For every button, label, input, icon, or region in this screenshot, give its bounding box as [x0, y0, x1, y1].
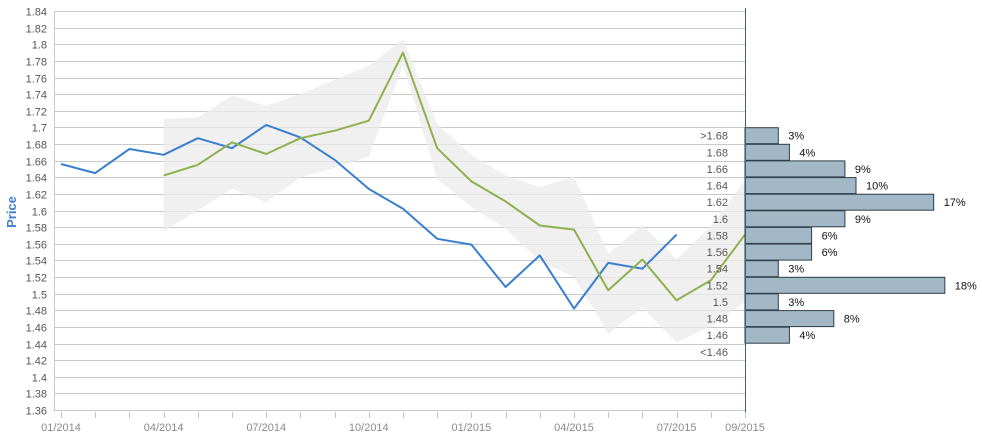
y-tick-label: 1.42 — [26, 356, 47, 368]
x-tick-label: 10/2014 — [349, 422, 389, 434]
y-tick-label: 1.6 — [32, 207, 47, 219]
x-tick-label: 07/2014 — [246, 422, 286, 434]
forecast-series-line — [163, 51, 746, 302]
axes — [54, 8, 746, 414]
histogram-bar — [744, 193, 935, 211]
y-tick-label: 1.8 — [32, 40, 47, 52]
y-tick-label: 1.62 — [26, 190, 47, 202]
histogram-bar — [744, 310, 835, 328]
y-tick-label: 1.64 — [26, 173, 47, 185]
histogram-bin-label: 1.5 — [713, 297, 728, 309]
y-tick-label: 1.7 — [32, 123, 47, 135]
y-tick-label: 1.82 — [26, 24, 47, 36]
histogram-bar — [744, 143, 790, 161]
y-tick-label: 1.56 — [26, 240, 47, 252]
histogram-percent-label: 6% — [822, 230, 838, 242]
histogram-percent-label: 18% — [955, 280, 977, 292]
y-tick-label: 1.76 — [26, 74, 47, 86]
histogram-bin-label: 1.68 — [707, 147, 728, 159]
y-tick-label: 1.68 — [26, 140, 47, 152]
histogram-bar — [744, 276, 946, 294]
histogram-percent-label: 17% — [944, 197, 966, 209]
histogram-percent-label: 3% — [788, 131, 804, 143]
histogram-percent-label: 9% — [855, 164, 871, 176]
histogram-percent-label: 4% — [799, 147, 815, 159]
x-tick-label: 01/2015 — [452, 422, 492, 434]
series-lines — [60, 51, 746, 310]
histogram-bin-label: 1.56 — [707, 247, 728, 259]
actual-series-line — [60, 123, 678, 310]
histogram-bin-label: 1.62 — [707, 197, 728, 209]
histogram-bin-label: 1.52 — [707, 280, 728, 292]
histogram-bar — [744, 260, 779, 278]
x-tick-label: 07/2015 — [657, 422, 697, 434]
x-tick-label: 09/2015 — [725, 422, 765, 434]
y-tick-label: 1.58 — [26, 223, 47, 235]
forecast-band — [163, 39, 746, 343]
histogram-bin-label: 1.58 — [707, 230, 728, 242]
histogram: >1.68 3% 1.68 4% 1.66 9% 1.64 10% 1.62 17% 1.6 9% 1.… — [700, 127, 977, 359]
histogram-percent-label: 3% — [788, 297, 804, 309]
y-tick-label: 1.5 — [32, 290, 47, 302]
histogram-bin-label: 1.46 — [707, 330, 728, 342]
histogram-bar — [744, 243, 813, 261]
histogram-bin-label: 1.64 — [707, 181, 728, 193]
histogram-bin-label: <1.46 — [700, 347, 728, 359]
y-tick-label: 1.84 — [26, 7, 47, 19]
histogram-percent-label: 10% — [866, 181, 888, 193]
histogram-percent-label: 3% — [788, 264, 804, 276]
y-tick-label: 1.48 — [26, 306, 47, 318]
histogram-bar — [744, 293, 779, 311]
x-tick-label: 04/2015 — [554, 422, 594, 434]
y-tick-label: 1.74 — [26, 90, 47, 102]
histogram-bar — [744, 326, 790, 344]
histogram-bar — [744, 210, 846, 228]
histogram-percent-label: 6% — [822, 247, 838, 259]
y-axis-label: Price — [4, 196, 19, 228]
histogram-percent-label: 8% — [844, 314, 860, 326]
y-tick-label: 1.46 — [26, 323, 47, 335]
x-axis-ticks: 01/2014 04/2014 07/2014 10/2014 01/2015 04/20… — [41, 412, 765, 434]
y-tick-label: 1.78 — [26, 57, 47, 69]
histogram-bar — [744, 160, 846, 178]
y-tick-label: 1.52 — [26, 273, 47, 285]
histogram-bin-label: 1.66 — [707, 164, 728, 176]
histogram-percent-label: 9% — [855, 214, 871, 226]
y-tick-label: 1.44 — [26, 340, 47, 352]
histogram-bar — [744, 177, 857, 195]
histogram-bin-label: >1.68 — [700, 131, 728, 143]
y-axis-ticks: 1.36 1.38 1.4 1.42 1.44 1.46 1.48 1.5 1.52 1.54 1.… — [26, 7, 47, 418]
y-tick-label: 1.38 — [26, 389, 47, 401]
histogram-bar — [744, 127, 779, 145]
y-tick-label: 1.72 — [26, 107, 47, 119]
histogram-bin-label: 1.48 — [707, 314, 728, 326]
histogram-bin-label: 1.54 — [707, 264, 728, 276]
forecast-band-area — [163, 39, 746, 343]
x-tick-label: 04/2014 — [144, 422, 184, 434]
y-tick-label: 1.66 — [26, 157, 47, 169]
y-tick-label: 1.4 — [32, 373, 47, 385]
y-tick-label: 1.36 — [26, 406, 47, 418]
histogram-percent-label: 4% — [799, 330, 815, 342]
histogram-bar — [744, 226, 813, 244]
x-tick-label: 01/2014 — [41, 422, 81, 434]
histogram-bin-label: 1.6 — [713, 214, 728, 226]
y-tick-label: 1.54 — [26, 256, 47, 268]
